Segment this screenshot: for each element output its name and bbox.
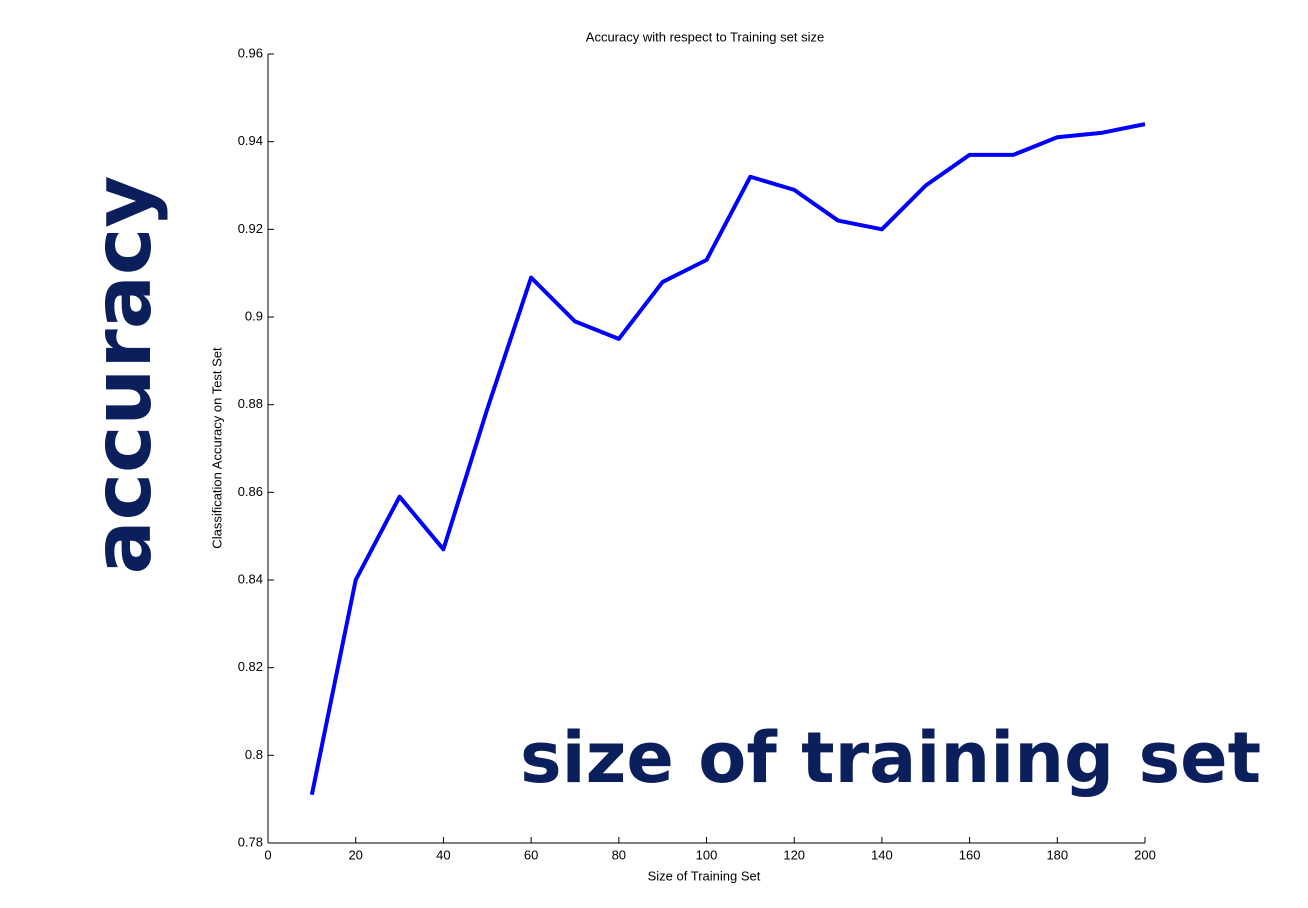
data-line [309, 122, 1146, 796]
y-tick-label: 0.88 [238, 396, 263, 411]
y-tick-label: 0.9 [245, 308, 263, 323]
x-axis-label: Size of Training Set [648, 868, 761, 883]
y-tick-label: 0.92 [238, 221, 263, 236]
x-tick-label: 200 [1134, 847, 1156, 862]
x-tick-label: 60 [524, 847, 538, 862]
y-tick-label: 0.96 [238, 45, 263, 60]
y-tick-label: 0.84 [238, 571, 263, 586]
x-tick-label: 40 [436, 847, 450, 862]
x-tick-label: 80 [612, 847, 626, 862]
x-tick-label: 160 [959, 847, 981, 862]
y-axis-label: Classification Accuracy on Test Set [209, 347, 224, 549]
x-tick-label: 120 [783, 847, 805, 862]
x-tick-label: 0 [264, 847, 271, 862]
annotation: accuracy [76, 176, 169, 575]
y-tick-label: 0.78 [238, 834, 263, 849]
x-tick-label: 140 [871, 847, 893, 862]
y-tick-label: 0.8 [245, 747, 263, 762]
annotation: size of training set [520, 717, 1261, 799]
x-tick-label: 100 [696, 847, 718, 862]
x-tick-label: 180 [1046, 847, 1068, 862]
chart-title: Accuracy with respect to Training set si… [586, 29, 824, 44]
y-tick-label: 0.86 [238, 484, 263, 499]
y-tick-label: 0.82 [238, 659, 263, 674]
y-tick-label: 0.94 [238, 133, 263, 148]
x-tick-label: 20 [348, 847, 362, 862]
